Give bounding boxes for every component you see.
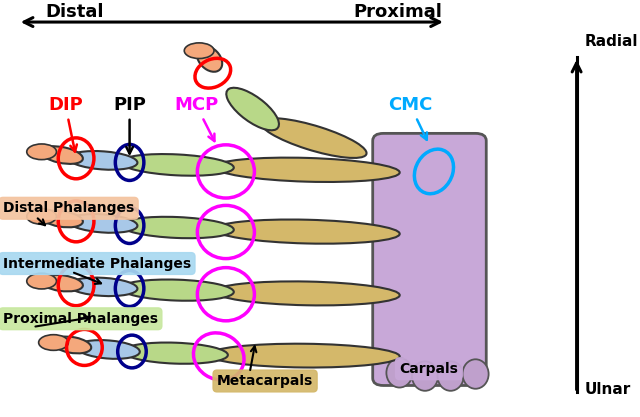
Ellipse shape <box>412 362 438 391</box>
Ellipse shape <box>260 118 367 158</box>
Ellipse shape <box>38 335 68 350</box>
Ellipse shape <box>41 275 83 291</box>
Ellipse shape <box>123 342 228 364</box>
Text: Ulnar: Ulnar <box>585 382 631 397</box>
Text: Proximal Phalanges: Proximal Phalanges <box>3 312 158 326</box>
Ellipse shape <box>184 43 214 58</box>
Ellipse shape <box>41 146 83 164</box>
Ellipse shape <box>214 158 400 182</box>
Text: Proximal: Proximal <box>354 3 443 21</box>
Ellipse shape <box>209 344 400 367</box>
Text: Distal Phalanges: Distal Phalanges <box>3 201 134 215</box>
Ellipse shape <box>68 214 138 233</box>
Ellipse shape <box>197 46 222 72</box>
Ellipse shape <box>120 217 234 238</box>
Ellipse shape <box>387 358 413 387</box>
Text: CMC: CMC <box>388 96 433 140</box>
FancyBboxPatch shape <box>372 133 486 385</box>
Ellipse shape <box>27 144 56 160</box>
Ellipse shape <box>120 279 234 301</box>
Ellipse shape <box>68 278 138 296</box>
Ellipse shape <box>27 273 56 289</box>
Text: Intermediate Phalanges: Intermediate Phalanges <box>3 256 191 271</box>
Ellipse shape <box>438 362 463 391</box>
Text: Metacarpals: Metacarpals <box>217 374 313 388</box>
Text: Radial: Radial <box>585 34 639 49</box>
Ellipse shape <box>463 359 488 389</box>
Ellipse shape <box>68 151 138 170</box>
Ellipse shape <box>41 211 83 227</box>
Text: Distal: Distal <box>45 3 104 21</box>
Ellipse shape <box>52 337 92 353</box>
Ellipse shape <box>214 219 400 244</box>
Ellipse shape <box>214 281 400 305</box>
Ellipse shape <box>27 208 56 224</box>
Text: MCP: MCP <box>174 96 218 141</box>
Text: DIP: DIP <box>48 96 83 152</box>
Text: Carpals: Carpals <box>399 362 458 376</box>
Ellipse shape <box>77 340 140 359</box>
Text: PIP: PIP <box>113 96 146 153</box>
Ellipse shape <box>120 154 234 176</box>
Ellipse shape <box>227 88 279 130</box>
